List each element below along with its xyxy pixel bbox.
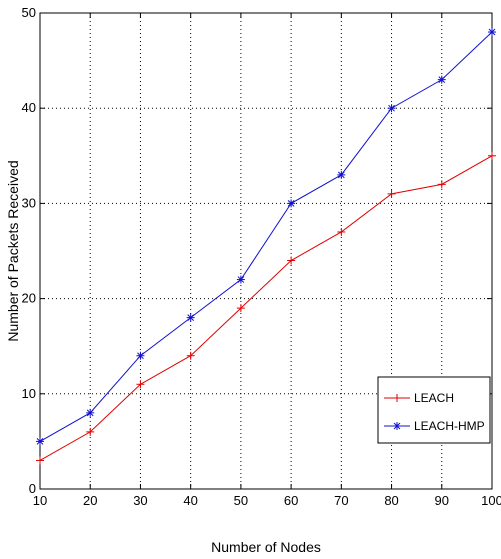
data-point (337, 227, 346, 236)
star-marker (86, 409, 94, 417)
legend-item-leach: LEACH (384, 391, 454, 405)
plot-frame (39, 12, 493, 490)
x-tick-label: 80 (384, 493, 398, 508)
x-tick-label: 20 (83, 493, 97, 508)
data-point (36, 437, 44, 446)
y-tick-label: 40 (22, 100, 36, 115)
data-point (86, 408, 95, 417)
data-point (287, 199, 296, 208)
series-line (39, 155, 493, 461)
x-tick-label: 10 (33, 493, 47, 508)
data-point (437, 75, 446, 84)
plot-axes (39, 12, 493, 490)
legend-box (377, 376, 491, 444)
series-leach-hmp (36, 28, 496, 446)
legend-item-leach-hmp: LEACH-HMP (384, 419, 485, 433)
legend-label: LEACH (414, 391, 454, 405)
series-lines (36, 28, 496, 465)
star-marker (36, 438, 44, 445)
y-tick-label: 30 (22, 195, 36, 210)
series-leach (36, 151, 496, 465)
star-marker (137, 352, 144, 360)
star-marker (488, 28, 496, 36)
series-line (39, 31, 493, 442)
data-point (236, 275, 245, 284)
y-axis-label: Number of Packets Received (5, 160, 21, 341)
data-point (287, 256, 296, 265)
data-point (488, 151, 496, 160)
star-marker (337, 171, 345, 179)
x-tick-label: 100 (481, 493, 501, 508)
data-point (136, 380, 145, 389)
x-tick-label: 60 (284, 493, 298, 508)
y-tick-label: 0 (29, 481, 36, 496)
legend-label: LEACH-HMP (414, 419, 485, 433)
y-tick-label: 10 (22, 386, 36, 401)
y-tick-label: 50 (22, 5, 36, 20)
data-point (186, 351, 195, 360)
x-tick-label: 70 (334, 493, 348, 508)
x-tick-label: 30 (133, 493, 147, 508)
x-axis-label: Number of Nodes (211, 539, 321, 555)
data-point (337, 170, 346, 179)
data-point (437, 180, 446, 189)
star-marker (388, 104, 395, 112)
star-marker (438, 76, 446, 83)
star-marker (393, 422, 401, 430)
x-tick-label: 40 (183, 493, 197, 508)
star-marker (287, 200, 295, 207)
y-tick-label: 20 (22, 291, 36, 306)
star-marker (187, 314, 195, 321)
star-marker (237, 276, 245, 283)
x-tick-label: 50 (234, 493, 248, 508)
data-point (387, 104, 396, 113)
legend: LEACH LEACH-HMP (377, 376, 491, 444)
data-point (136, 351, 145, 360)
data-point (86, 427, 95, 436)
data-point (236, 304, 245, 313)
data-point (36, 456, 44, 465)
x-tick-label: 90 (435, 493, 449, 508)
data-point (488, 28, 496, 37)
data-point (387, 189, 396, 198)
data-point (186, 313, 195, 322)
